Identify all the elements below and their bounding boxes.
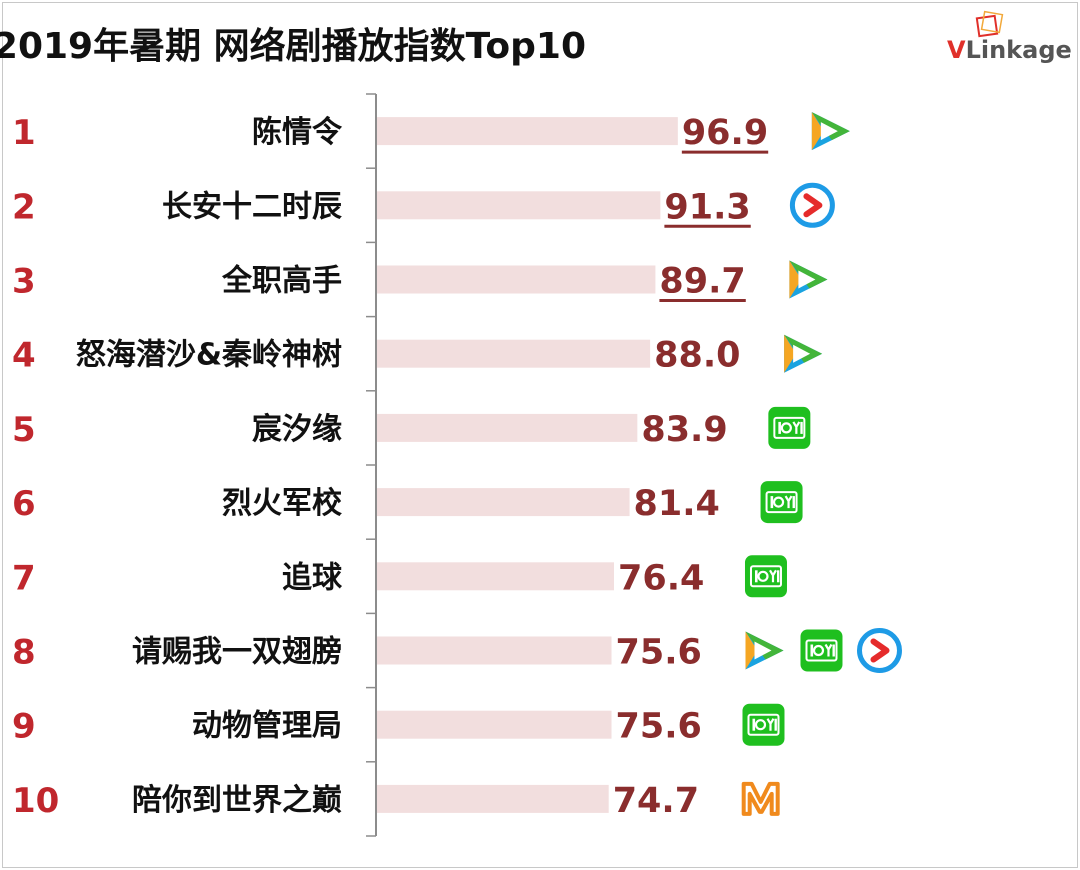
value-label: 76.4 — [618, 558, 704, 598]
category-label: 陪你到世界之巅 — [132, 783, 342, 818]
rank-label: 4 — [12, 336, 36, 376]
brand-name: VLinkage — [947, 36, 1072, 64]
tencent-video-icon — [811, 112, 850, 151]
category-label: 长安十二时辰 — [162, 189, 342, 224]
logo-frame-icon — [975, 10, 1004, 38]
bar — [377, 488, 630, 517]
brand-letter: V — [947, 36, 966, 64]
youku-icon — [856, 628, 902, 673]
value-label: 75.6 — [615, 633, 701, 673]
value-label: 74.7 — [613, 781, 699, 821]
iqiyi-icon — [800, 629, 843, 672]
bar — [377, 117, 678, 146]
rank-label: 7 — [12, 558, 36, 598]
bar — [377, 191, 661, 220]
category-label: 动物管理局 — [192, 709, 342, 744]
tencent-video-icon — [789, 260, 828, 299]
bar — [377, 562, 614, 591]
iqiyi-icon — [760, 481, 803, 524]
chart-row: 6 烈火军校 81.4 — [12, 481, 803, 524]
tencent-video-icon — [784, 334, 823, 373]
vlinkage-logo: VLinkage — [947, 10, 1072, 64]
chart-row: 9 动物管理局 75.6 — [12, 703, 785, 747]
rank-label: 10 — [12, 781, 59, 821]
chart-row: 3 全职高手 89.7 — [12, 260, 828, 302]
chart-row: 7 追球 76.4 — [12, 555, 787, 598]
rank-label: 6 — [12, 484, 36, 524]
value-label: 75.6 — [615, 707, 701, 747]
value-label: 96.9 — [682, 113, 768, 153]
bar — [377, 710, 612, 739]
rank-label: 3 — [12, 262, 36, 302]
bar — [377, 339, 651, 368]
category-label: 全职高手 — [221, 264, 342, 299]
rank-label: 8 — [12, 633, 36, 673]
category-label: 宸汐缘 — [252, 412, 342, 447]
chart-row: 4 怒海潜沙&秦岭神树 88.0 — [12, 334, 823, 376]
chart-row: 10 陪你到世界之巅 74.7 — [12, 781, 780, 821]
youku-icon — [789, 182, 835, 228]
value-label: 88.0 — [654, 336, 740, 376]
rank-label: 1 — [12, 113, 36, 153]
tencent-video-icon — [745, 631, 784, 670]
bar — [377, 784, 609, 813]
category-label: 请赐我一双翅膀 — [132, 635, 342, 670]
value-label: 83.9 — [641, 410, 727, 450]
value-label: 89.7 — [659, 262, 745, 302]
chart-title: 2019年暑期 网络剧播放指数Top10 — [0, 25, 586, 67]
chart-row: 5 宸汐缘 83.9 — [12, 406, 811, 450]
category-label: 追球 — [282, 560, 343, 595]
iqiyi-icon — [768, 406, 811, 449]
chart-row: 2 长安十二时辰 91.3 — [12, 182, 835, 228]
category-label: 陈情令 — [252, 115, 343, 150]
chart-row: 1 陈情令 96.9 — [12, 112, 850, 154]
bar — [377, 636, 612, 665]
rank-label: 9 — [12, 707, 36, 747]
mango-tv-icon — [741, 781, 780, 816]
category-label: 烈火军校 — [222, 486, 342, 521]
chart-row: 8 请赐我一双翅膀 75.6 — [12, 628, 902, 673]
bar — [377, 413, 638, 442]
rank-label: 5 — [12, 410, 36, 450]
rank-label: 2 — [12, 187, 36, 227]
brand-letters: Linkage — [966, 36, 1072, 64]
bar — [377, 265, 656, 294]
iqiyi-icon — [742, 703, 785, 746]
category-label: 怒海潜沙&秦岭神树 — [76, 338, 342, 373]
value-label: 91.3 — [664, 187, 750, 227]
iqiyi-icon — [744, 555, 787, 598]
value-label: 81.4 — [634, 484, 720, 524]
